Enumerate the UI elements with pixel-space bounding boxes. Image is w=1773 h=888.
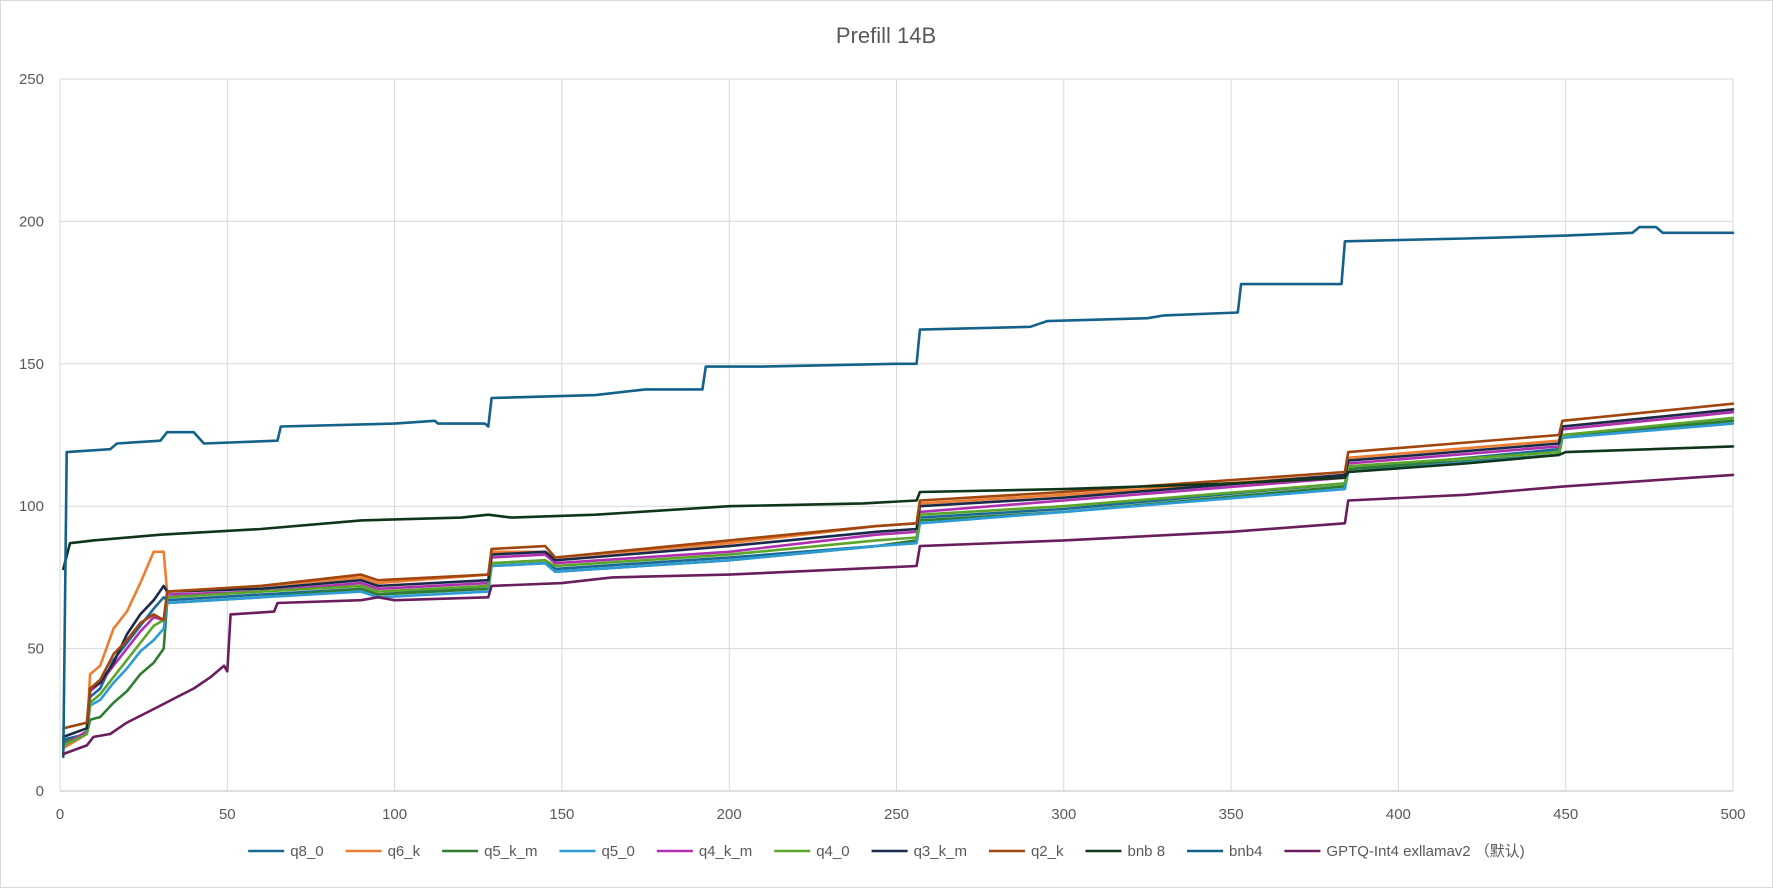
series-line-bnb4 (61, 225, 1735, 759)
legend-label: q8_0 (290, 843, 323, 860)
x-tick-label: 350 (1219, 806, 1244, 823)
legend-label: GPTQ-Int4 exllamav2 （默认) (1326, 843, 1524, 860)
y-tick-label: 250 (19, 71, 44, 88)
legend-item: bnb4 (1187, 843, 1262, 860)
x-tick-label: 150 (549, 806, 574, 823)
y-tick-label: 200 (19, 213, 44, 230)
x-tick-label: 400 (1386, 806, 1411, 823)
legend-label: q6_k (388, 843, 421, 860)
legend-item: q4_k_m (656, 843, 752, 860)
legend-label: bnb4 (1229, 843, 1262, 860)
legend-label: q5_0 (601, 843, 634, 860)
y-tick-label: 0 (36, 783, 44, 800)
series-line-q5-0 (61, 422, 1735, 747)
y-tick-label: 50 (27, 641, 44, 658)
x-tick-label: 100 (382, 806, 407, 823)
legend-label: q5_k_m (484, 843, 537, 860)
legend-item: q3_k_m (871, 843, 967, 860)
legend-item: q5_0 (559, 843, 635, 860)
legend-label: q4_0 (816, 843, 849, 860)
grid-lines (59, 78, 1734, 792)
legend-item: GPTQ-Int4 exllamav2 （默认) (1284, 843, 1525, 860)
series-line-q2-k (61, 402, 1735, 730)
x-tick-label: 500 (1720, 806, 1745, 823)
axes: 0 50 100 150 200 250 300 350 400 450 500 0 50 100 150 2… (19, 71, 1746, 823)
legend-item: q6_k (345, 843, 421, 860)
chart-title: Prefill 14B (836, 23, 936, 48)
x-tick-label: 250 (884, 806, 909, 823)
legend-item: q5_k_m (442, 843, 537, 860)
legend-label: q2_k (1031, 843, 1064, 860)
legend-item: q4_0 (774, 843, 850, 860)
series-line-q4-0 (61, 416, 1735, 747)
legend-label: q3_k_m (914, 843, 967, 860)
legend: q8_0 q6_k q5_k_m q5_0 q4_k_m q4_0 q3_k_m q2_k bn… (248, 843, 1525, 860)
x-tick-label: 0 (56, 806, 64, 823)
x-tick-label: 300 (1051, 806, 1076, 823)
legend-item: q8_0 (248, 843, 324, 860)
x-tick-label: 450 (1553, 806, 1578, 823)
series-line-gptq-int4-exllamav2- (61, 473, 1735, 756)
y-tick-label: 150 (19, 356, 44, 373)
legend-label: q4_k_m (699, 843, 752, 860)
x-tick-label: 50 (219, 806, 236, 823)
legend-item: q2_k (988, 843, 1064, 860)
series-lines (61, 225, 1735, 759)
x-tick-label: 200 (717, 806, 742, 823)
legend-item: bnb 8 (1085, 843, 1166, 860)
legend-label: bnb 8 (1128, 843, 1166, 860)
series-line-bnb-8 (61, 445, 1735, 571)
y-tick-label: 100 (19, 498, 44, 515)
